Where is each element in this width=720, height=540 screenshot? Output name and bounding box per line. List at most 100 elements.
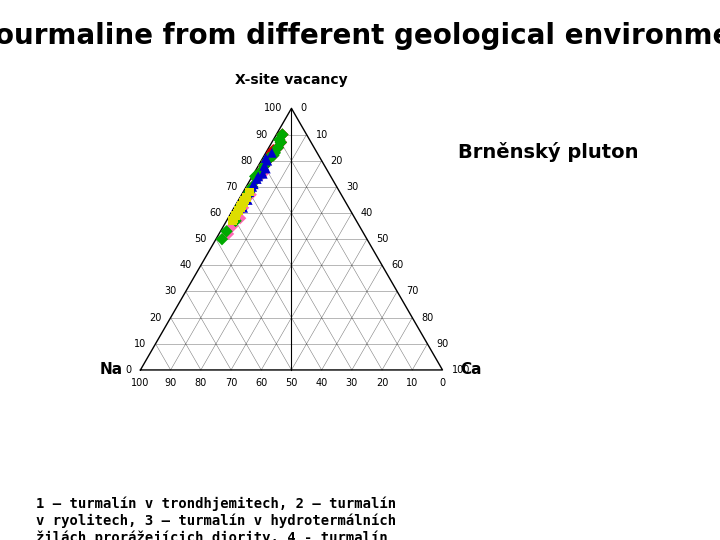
Text: 90: 90	[164, 377, 177, 388]
Point	[230, 211, 241, 220]
Point	[266, 148, 278, 157]
Text: 40: 40	[315, 377, 328, 388]
Text: 50: 50	[376, 234, 388, 244]
Text: Ca: Ca	[461, 362, 482, 377]
Point	[221, 227, 233, 235]
Point	[239, 195, 251, 204]
Text: 20: 20	[149, 313, 161, 322]
Text: 0: 0	[300, 103, 307, 113]
Text: 50: 50	[194, 234, 207, 244]
Point	[234, 214, 246, 222]
Text: 40: 40	[361, 208, 373, 218]
Point	[261, 157, 273, 165]
Point	[261, 157, 273, 165]
Text: 0: 0	[125, 365, 131, 375]
Point	[272, 143, 284, 152]
Text: 80: 80	[240, 156, 252, 166]
Point	[248, 180, 259, 188]
Point	[275, 138, 287, 147]
Text: 70: 70	[225, 182, 237, 192]
Point	[268, 151, 279, 160]
Point	[222, 230, 234, 238]
Point	[257, 170, 269, 178]
Text: 50: 50	[285, 377, 297, 388]
Point	[272, 143, 284, 152]
Point	[269, 148, 281, 157]
Text: 10: 10	[134, 339, 146, 349]
Point	[256, 167, 267, 176]
Text: 1 – turmalín v trondhjemitech, 2 – turmalín
v ryolitech, 3 – turmalín v hydroter: 1 – turmalín v trondhjemitech, 2 – turma…	[36, 497, 413, 540]
Text: 100: 100	[264, 103, 282, 113]
Point	[234, 204, 246, 212]
Point	[246, 183, 258, 191]
Text: X-site vacancy: X-site vacancy	[235, 73, 348, 87]
Point	[249, 172, 261, 181]
Point	[246, 183, 258, 191]
Point	[236, 201, 248, 210]
Point	[275, 138, 287, 147]
Point	[268, 146, 279, 154]
Text: 20: 20	[330, 156, 343, 166]
Text: 40: 40	[179, 260, 192, 271]
Point	[276, 130, 288, 139]
Text: 20: 20	[376, 377, 388, 388]
Point	[261, 157, 273, 165]
Text: 30: 30	[346, 182, 358, 192]
Point	[228, 214, 240, 222]
Point	[216, 235, 228, 244]
Point	[266, 148, 278, 157]
Point	[254, 170, 266, 178]
Point	[260, 154, 271, 163]
Point	[236, 201, 248, 210]
Point	[240, 193, 252, 201]
Point	[243, 188, 255, 197]
Point	[251, 174, 263, 183]
Text: 70: 70	[406, 287, 418, 296]
Point	[258, 161, 270, 170]
Point	[256, 167, 267, 176]
Point	[231, 208, 243, 217]
Point	[272, 143, 284, 152]
Text: 0: 0	[439, 377, 446, 388]
Text: Brněnský pluton: Brněnský pluton	[458, 143, 639, 163]
Point	[251, 174, 263, 183]
Point	[258, 161, 270, 170]
Point	[251, 174, 263, 183]
Text: 10: 10	[315, 130, 328, 139]
Point	[268, 151, 279, 160]
Point	[243, 188, 255, 197]
Point	[238, 198, 249, 207]
Text: 60: 60	[210, 208, 222, 218]
Point	[238, 204, 249, 212]
Text: 100: 100	[131, 377, 150, 388]
Point	[233, 206, 244, 215]
Text: Na: Na	[99, 362, 122, 377]
Point	[274, 136, 285, 144]
Point	[242, 195, 253, 204]
Point	[227, 217, 238, 225]
Point	[238, 204, 249, 212]
Point	[243, 188, 255, 197]
Point	[227, 222, 238, 231]
Point	[263, 154, 274, 163]
Text: 90: 90	[436, 339, 449, 349]
Text: 90: 90	[255, 130, 267, 139]
Text: 30: 30	[164, 287, 176, 296]
Text: 30: 30	[346, 377, 358, 388]
Text: 60: 60	[255, 377, 267, 388]
Point	[258, 161, 270, 170]
Point	[230, 217, 241, 225]
Point	[240, 193, 252, 201]
Text: 100: 100	[451, 365, 470, 375]
Point	[260, 164, 271, 173]
Point	[236, 201, 248, 210]
Point	[276, 130, 288, 139]
Point	[261, 157, 273, 165]
Point	[275, 138, 287, 147]
Text: 60: 60	[391, 260, 403, 271]
Text: 3. Tourmaline from different geological environments: 3. Tourmaline from different geological …	[0, 22, 720, 50]
Point	[245, 191, 256, 199]
Text: 80: 80	[194, 377, 207, 388]
Text: 10: 10	[406, 377, 418, 388]
Point	[257, 170, 269, 178]
